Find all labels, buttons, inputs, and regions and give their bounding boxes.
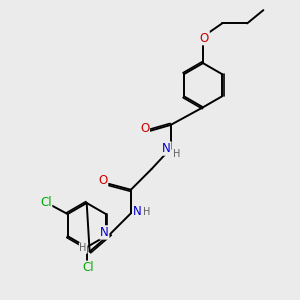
Text: O: O (98, 174, 107, 187)
Text: H: H (173, 149, 181, 159)
Text: O: O (140, 122, 149, 135)
Text: N: N (133, 205, 142, 218)
Text: O: O (200, 32, 209, 45)
Text: N: N (100, 226, 109, 239)
Text: H: H (143, 207, 151, 217)
Text: Cl: Cl (40, 196, 52, 209)
Text: N: N (162, 142, 171, 155)
Text: H: H (80, 243, 87, 253)
Text: Cl: Cl (82, 261, 94, 274)
